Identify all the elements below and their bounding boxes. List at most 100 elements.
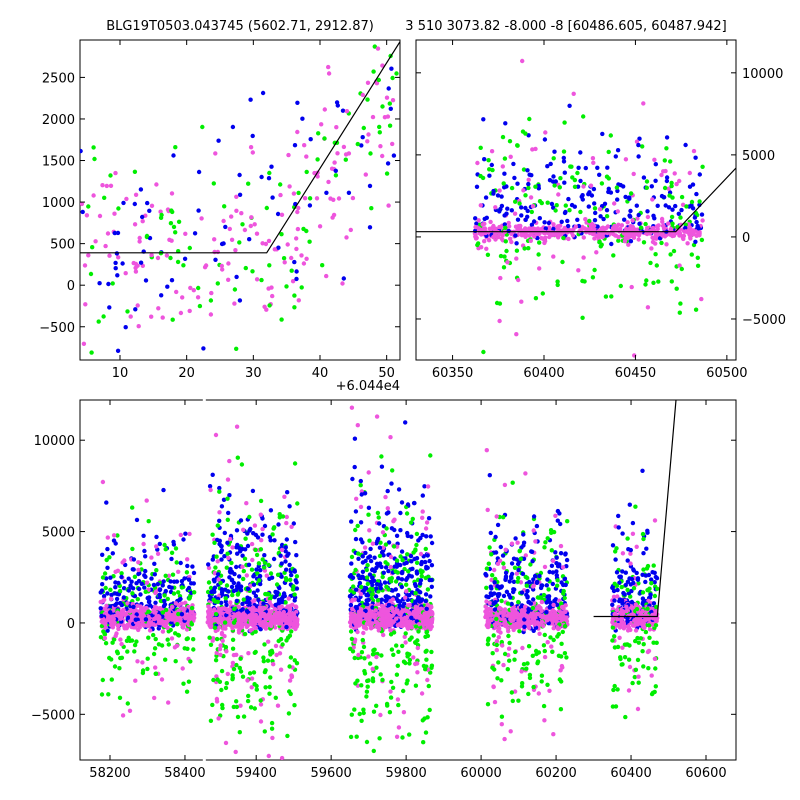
data-point [276, 597, 282, 602]
data-point [260, 607, 265, 612]
data-point [333, 173, 339, 178]
data-point [609, 241, 614, 247]
data-point [287, 562, 292, 568]
data-point [264, 592, 269, 597]
data-point [349, 519, 354, 524]
data-point [359, 718, 364, 723]
data-point [238, 703, 243, 708]
data-point [628, 214, 633, 219]
data-point [276, 245, 281, 250]
data-point [196, 169, 202, 175]
data-point [158, 209, 163, 214]
data-point [132, 574, 138, 579]
data-point [203, 263, 209, 268]
data-point [217, 489, 222, 494]
data-point [253, 593, 259, 599]
data-point [110, 281, 115, 286]
data-point [388, 106, 393, 112]
data-point [281, 609, 286, 615]
data-point [580, 315, 585, 320]
data-point [288, 655, 294, 660]
data-point [571, 91, 576, 97]
data-point [418, 590, 423, 595]
data-point [372, 555, 377, 560]
data-point [191, 288, 196, 293]
data-point [676, 211, 681, 216]
data-point [513, 536, 518, 541]
data-point [233, 749, 238, 755]
data-point [359, 683, 364, 688]
data-point [286, 551, 291, 556]
data-point [122, 579, 127, 584]
data-point [497, 188, 502, 193]
data-point [381, 632, 386, 638]
data-point [484, 585, 489, 590]
data-point [408, 622, 413, 627]
data-point [598, 214, 603, 219]
data-point [353, 509, 359, 514]
x-tick-label: 30 [245, 366, 262, 381]
data-point [207, 623, 212, 628]
data-point [108, 596, 114, 601]
data-point [507, 139, 513, 144]
data-point [352, 363, 356, 367]
data-point [618, 182, 623, 188]
data-point [217, 610, 222, 615]
data-point [421, 740, 426, 745]
data-point [278, 553, 283, 558]
data-point [354, 734, 359, 739]
data-point [115, 651, 121, 656]
data-point [631, 171, 636, 177]
data-point [125, 701, 130, 706]
data-point [225, 671, 230, 677]
data-point [266, 753, 271, 759]
data-point [183, 231, 188, 236]
data-point [260, 241, 265, 246]
data-point [147, 208, 152, 213]
data-point [390, 141, 395, 147]
data-point [491, 191, 496, 196]
data-point [167, 584, 172, 590]
data-point [157, 594, 162, 600]
data-point [136, 560, 141, 565]
data-point [361, 644, 367, 650]
data-point [591, 186, 597, 192]
data-point [142, 548, 147, 554]
data-point [133, 617, 138, 622]
data-point [340, 108, 346, 113]
data-point [393, 587, 398, 592]
data-point [370, 567, 375, 572]
data-point [691, 148, 697, 154]
data-point [284, 577, 289, 583]
data-point [420, 532, 425, 538]
data-point [287, 504, 292, 509]
data-point [659, 216, 665, 222]
data-point [627, 195, 632, 200]
data-point [254, 231, 260, 236]
data-point [407, 602, 412, 608]
data-point [144, 233, 150, 239]
data-point [234, 346, 239, 351]
data-point [282, 494, 287, 499]
data-point [108, 610, 113, 615]
data-point [137, 571, 142, 576]
data-point [390, 98, 396, 103]
data-point [699, 212, 705, 217]
data-point [355, 629, 360, 635]
data-point [400, 735, 405, 740]
data-point [367, 225, 373, 230]
panel-title: BLG19T0503.043745 (5602.71, 2912.87) [106, 19, 374, 34]
data-point [597, 172, 602, 177]
data-point [393, 21, 397, 25]
data-point [363, 550, 368, 556]
data-point [213, 599, 218, 604]
data-point [217, 625, 222, 630]
data-point [278, 182, 283, 187]
data-point [366, 132, 371, 137]
data-point [409, 615, 414, 620]
data-point [356, 598, 361, 603]
data-point [117, 695, 123, 700]
data-point [135, 597, 140, 602]
data-point [300, 116, 305, 121]
data-point [537, 266, 542, 271]
